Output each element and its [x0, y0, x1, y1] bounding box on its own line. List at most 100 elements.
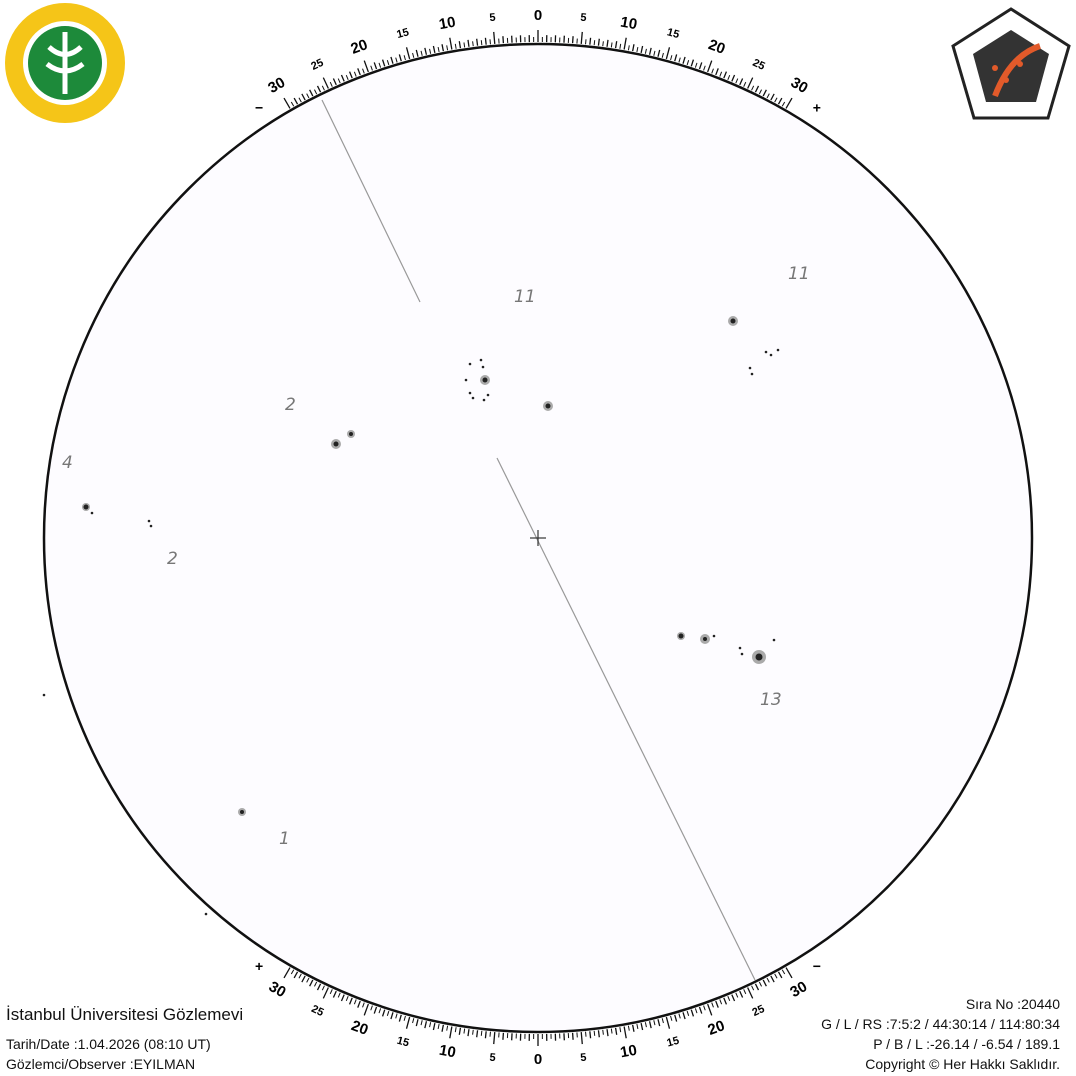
- observation-date: Tarih/Date :1.04.2026 (08:10 UT): [6, 1036, 211, 1052]
- sunspot-pore: [471, 396, 475, 400]
- scale-tick: [758, 981, 762, 987]
- scale-tick: [731, 994, 736, 1002]
- scale-tick: [636, 46, 639, 53]
- scale-tick: [378, 62, 382, 68]
- scale-tick: [322, 987, 329, 999]
- group-count-label: 2: [167, 549, 178, 569]
- scale-tick: [670, 55, 673, 61]
- scale-tick: [711, 68, 714, 74]
- scale-tick: [707, 60, 713, 73]
- sunspot-umbra: [755, 653, 763, 661]
- scale-tick: [386, 1010, 390, 1016]
- scale-tick: [719, 999, 723, 1005]
- scale-tick: [467, 1029, 470, 1037]
- scale-tick: [610, 1028, 613, 1034]
- scale-tick: [398, 54, 402, 62]
- copyright: Copyright © Her Hakkı Saklıdır.: [865, 1056, 1060, 1072]
- scale-tick: [670, 1015, 673, 1021]
- scale-tick: [727, 74, 731, 80]
- scale-tick: [703, 65, 706, 71]
- scale-tick: [619, 43, 622, 49]
- scale-tick: [707, 1003, 713, 1016]
- group-count-label: 4: [62, 453, 73, 473]
- scale-tick: [602, 41, 604, 47]
- scale-tick: [381, 59, 386, 67]
- sunspot-pore: [772, 638, 776, 642]
- scale-tick: [381, 1009, 386, 1017]
- scale-tick: [362, 68, 365, 74]
- istanbul-university-logo: [4, 2, 126, 129]
- scale-tick: [340, 74, 345, 82]
- scale-tick: [774, 973, 778, 979]
- scale-tick: [370, 1005, 373, 1011]
- scale-label: 20: [706, 36, 727, 58]
- scale-tick: [283, 97, 291, 109]
- scale-tick: [623, 37, 627, 50]
- scale-tick: [458, 1027, 462, 1035]
- scale-tick: [774, 97, 778, 103]
- scale-tick: [657, 49, 661, 57]
- scale-tick: [306, 977, 310, 983]
- scale-tick: [390, 56, 394, 64]
- scale-tick: [441, 1024, 444, 1032]
- sunspot-pore: [776, 348, 780, 352]
- scale-tick: [329, 81, 333, 87]
- scale-tick: [627, 45, 630, 51]
- group-count-label: 11: [514, 287, 536, 307]
- scale-tick: [329, 989, 333, 995]
- position-angle-scale: 30 25 20 15 10 5 0 5 10 15 20 25 30 30 25 20 15 10 5 0 5 10 15…: [255, 7, 821, 1068]
- scale-tick: [298, 973, 302, 979]
- scale-tick: [747, 77, 754, 89]
- scale-tick: [449, 1026, 453, 1039]
- scale-tick: [403, 1015, 406, 1021]
- sunspot-pore: [481, 365, 485, 369]
- scale-tick: [661, 1018, 664, 1024]
- scale-tick: [653, 1020, 656, 1026]
- scale-tick: [606, 39, 609, 47]
- scale-tick: [606, 1029, 609, 1037]
- sunspot-pore: [748, 366, 752, 370]
- scale-tick: [314, 89, 318, 95]
- serial-number: Sıra No :20440: [965, 996, 1060, 1012]
- scale-tick: [580, 1032, 583, 1045]
- scale-tick: [766, 977, 770, 983]
- scale-tick: [298, 97, 302, 103]
- scale-tick: [337, 78, 341, 84]
- scale-tick: [449, 37, 453, 50]
- scale-tick: [362, 1002, 365, 1008]
- scale-label: 0: [534, 7, 542, 24]
- scale-tick: [446, 45, 449, 51]
- scale-tick: [731, 74, 736, 82]
- scale-tick: [623, 1026, 627, 1039]
- scale-tick: [283, 967, 291, 979]
- scale-tick: [301, 975, 306, 983]
- scale-tick: [340, 994, 345, 1002]
- scale-label: 30: [266, 978, 289, 1001]
- scale-tick: [322, 77, 329, 89]
- scale-label: 10: [619, 1042, 638, 1062]
- scale-tick: [727, 996, 731, 1002]
- scale-tick: [762, 979, 767, 987]
- scale-tick: [770, 93, 775, 101]
- scale-tick: [378, 1008, 382, 1014]
- scale-tick: [698, 62, 703, 70]
- sunspot-pore: [764, 350, 768, 354]
- scale-tick: [682, 56, 686, 64]
- scale-tick: [711, 1002, 714, 1008]
- scale-tick: [632, 1024, 635, 1032]
- scale-tick: [363, 60, 369, 73]
- scale-tick: [694, 62, 698, 68]
- group-count-label: 2: [285, 395, 296, 415]
- scale-tick: [597, 1030, 600, 1038]
- sunspot-pore: [147, 519, 151, 523]
- scale-tick: [747, 987, 754, 999]
- scale-tick: [429, 1022, 432, 1028]
- scale-tick: [739, 78, 744, 86]
- scale-tick: [739, 990, 744, 998]
- scale-tick: [420, 50, 423, 56]
- scale-label: 5: [489, 1052, 496, 1064]
- scale-tick: [698, 1006, 703, 1014]
- scale-tick: [373, 62, 378, 70]
- scale-label: 25: [309, 57, 325, 73]
- scale-label: 15: [666, 26, 681, 41]
